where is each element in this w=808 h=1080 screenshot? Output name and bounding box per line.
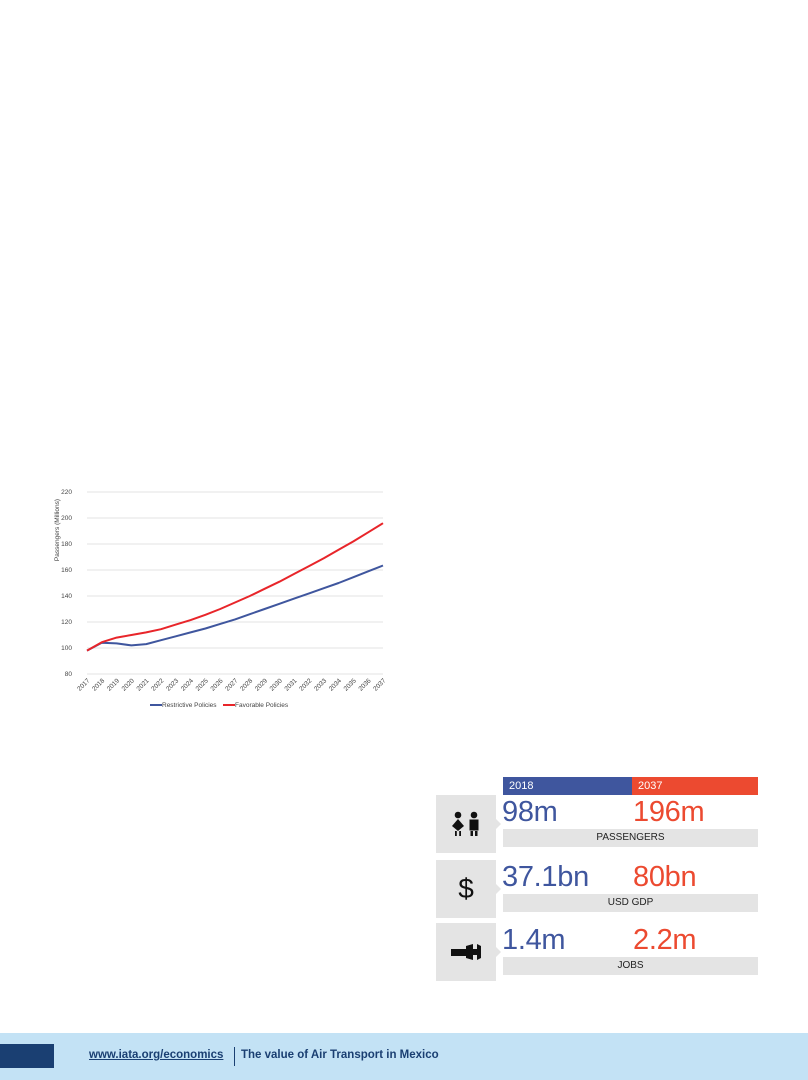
gdp-label: USD GDP xyxy=(503,894,758,912)
gdp-row: $ 37.1bn 80bn USD GDP xyxy=(436,860,758,918)
x-tick-label: 2022 xyxy=(150,677,165,692)
passenger-infographic: 2018 2037 98m 196m PASSENGERS $ 37.1bn 8… xyxy=(436,777,758,982)
x-tick-label: 2037 xyxy=(372,677,387,692)
y-tick-label: 200 xyxy=(61,515,72,522)
legend-label: Favorable Policies xyxy=(235,702,289,709)
footer-page-block xyxy=(0,1044,54,1068)
x-tick-label: 2024 xyxy=(180,677,195,692)
x-tick-label: 2027 xyxy=(224,677,239,692)
x-tick-label: 2036 xyxy=(357,677,372,692)
jobs-label: JOBS xyxy=(503,957,758,975)
x-tick-label: 2028 xyxy=(239,677,254,692)
footer-divider xyxy=(234,1047,235,1066)
series-line-0 xyxy=(86,564,384,652)
chart-grid xyxy=(87,491,383,675)
passengers-2018-value: 98m xyxy=(502,796,558,828)
x-axis-ticks: 2017 2018 2019 2020 2021 2022 2023 2024 2025 2026… xyxy=(76,677,387,692)
wrench-icon xyxy=(436,923,501,981)
y-tick-label: 120 xyxy=(61,619,72,626)
x-tick-label: 2032 xyxy=(298,677,313,692)
footer-economics-link[interactable]: www.iata.org/economics xyxy=(89,1049,224,1061)
y-tick-label: 140 xyxy=(61,593,72,600)
dollar-glyph: $ xyxy=(458,873,474,904)
y-tick-label: 160 xyxy=(61,567,72,574)
x-tick-label: 2019 xyxy=(106,677,121,692)
x-tick-label: 2021 xyxy=(135,677,150,692)
x-tick-label: 2030 xyxy=(269,677,284,692)
x-tick-label: 2031 xyxy=(283,677,298,692)
x-tick-label: 2029 xyxy=(254,677,269,692)
x-tick-label: 2018 xyxy=(91,677,106,692)
gdp-2018-value: 37.1bn xyxy=(502,861,589,893)
x-tick-label: 2026 xyxy=(209,677,224,692)
footer-document-title: The value of Air Transport in Mexico xyxy=(241,1049,439,1061)
y-tick-label: 180 xyxy=(61,541,72,548)
x-tick-label: 2023 xyxy=(165,677,180,692)
y-axis-ticks: 80 100 120 140 160 180 200 220 xyxy=(61,489,72,678)
x-tick-label: 2017 xyxy=(76,677,91,692)
passenger-forecast-chart: 80 100 120 140 160 180 200 220 Passengers (Mill… xyxy=(54,489,388,709)
jobs-2018-value: 1.4m xyxy=(502,924,566,956)
passengers-2037-value: 196m xyxy=(633,796,705,828)
year-2037-header: 2037 xyxy=(632,777,758,795)
y-tick-label: 80 xyxy=(65,671,73,678)
y-tick-label: 100 xyxy=(61,645,72,652)
legend-label: Restrictive Policies xyxy=(162,702,217,709)
series-line-1 xyxy=(86,522,384,652)
x-tick-label: 2020 xyxy=(121,677,136,692)
jobs-row: 1.4m 2.2m JOBS xyxy=(436,923,758,981)
x-tick-label: 2033 xyxy=(313,677,328,692)
passengers-icon xyxy=(436,795,501,853)
x-tick-label: 2025 xyxy=(195,677,210,692)
passengers-row: 98m 196m PASSENGERS xyxy=(436,795,758,853)
x-tick-label: 2035 xyxy=(343,677,358,692)
y-tick-label: 220 xyxy=(61,489,72,496)
gdp-2037-value: 80bn xyxy=(633,861,697,893)
jobs-2037-value: 2.2m xyxy=(633,924,697,956)
chart-legend: Restrictive Policies Favorable Policies xyxy=(150,702,289,709)
chart-series xyxy=(86,522,384,652)
page-footer: www.iata.org/economics The value of Air … xyxy=(0,1033,808,1080)
dollar-icon: $ xyxy=(436,860,501,918)
x-tick-label: 2034 xyxy=(328,677,343,692)
y-axis-label: Passengers (Millions) xyxy=(54,499,61,561)
passengers-label: PASSENGERS xyxy=(503,829,758,847)
